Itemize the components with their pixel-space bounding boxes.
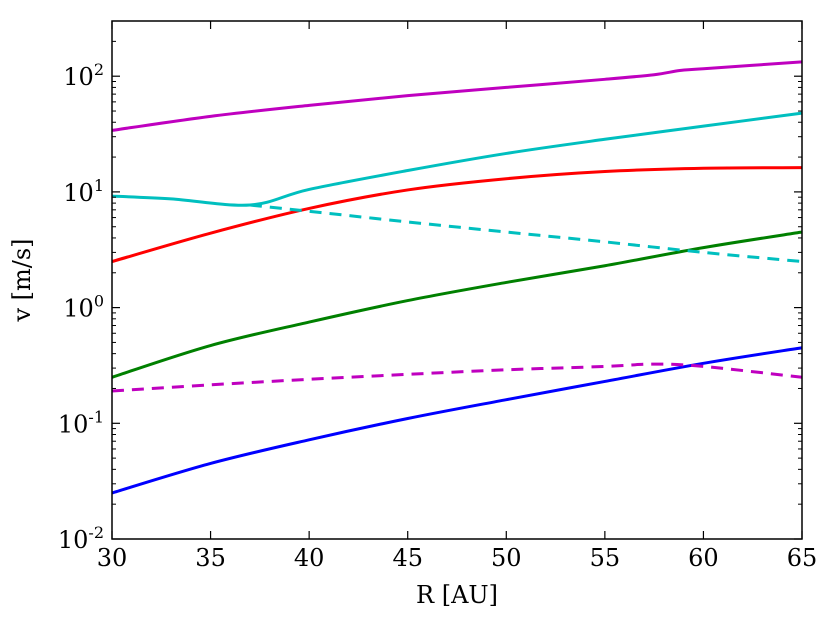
series-line-1 [111, 60, 803, 132]
x-tick-label-55: 55 [590, 544, 621, 572]
x-axis-label: R [AU] [416, 581, 498, 609]
plot-frame [111, 20, 803, 540]
y-tick-label--2: 10-2 [58, 523, 104, 554]
tick-layer: 30 35 40 45 50 55 60 65 10-2 10-1 100 101 102 [58, 20, 818, 572]
x-tick-label-30: 30 [97, 544, 128, 572]
y-axis-label: v [m/s] [8, 238, 36, 322]
series-layer [111, 60, 803, 495]
x-tick-label-35: 35 [195, 544, 226, 572]
series-line-7 [111, 362, 803, 393]
series-line-6 [249, 203, 803, 264]
y-tick-label-1: 101 [63, 176, 104, 207]
x-tick-label-45: 45 [392, 544, 423, 572]
series-line-3 [111, 166, 803, 264]
x-tick-label-60: 60 [688, 544, 719, 572]
y-tick-label-2: 102 [63, 60, 104, 91]
y-tick-label-0: 100 [63, 292, 104, 323]
x-tick-label-50: 50 [491, 544, 522, 572]
series-line-5 [111, 346, 803, 495]
x-tick-label-65: 65 [787, 544, 818, 572]
series-line-2 [111, 111, 803, 207]
y-tick-label--1: 10-1 [58, 407, 104, 438]
x-tick-label-40: 40 [294, 544, 325, 572]
series-line-4 [111, 230, 803, 379]
